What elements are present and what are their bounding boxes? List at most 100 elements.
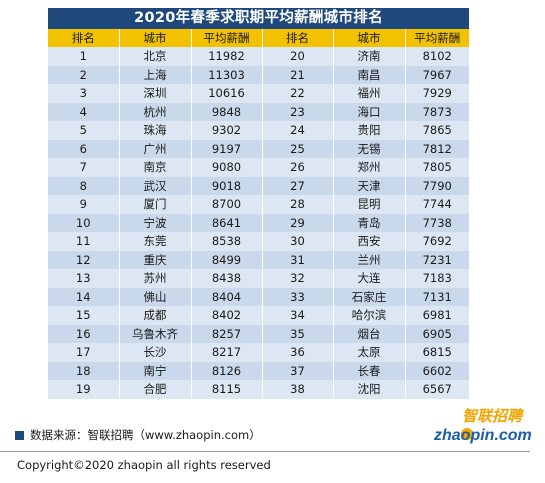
- rank-cell: 7: [48, 158, 120, 177]
- salary-cell: 6602: [405, 361, 469, 380]
- city-cell: 乌鲁木齐: [119, 324, 192, 343]
- city-cell: 成都: [119, 306, 192, 325]
- city-cell: 海口: [333, 102, 406, 121]
- table-row: 10 宁波 8641 29 青岛 7738: [48, 213, 469, 232]
- footer-divider: [0, 451, 530, 452]
- table-row: 8 武汉 9018 27 天津 7790: [48, 176, 469, 195]
- table-row: 6 广州 9197 25 无锡 7812: [48, 139, 469, 158]
- rank-cell: 20: [262, 47, 334, 66]
- salary-cell: 9848: [191, 102, 263, 121]
- table-row: 11 东莞 8538 30 西安 7692: [48, 232, 469, 251]
- rank-cell: 16: [48, 324, 120, 343]
- table-header-row: 排名 城市 平均薪酬 排名 城市 平均薪酬: [48, 29, 469, 47]
- rank-cell: 4: [48, 102, 120, 121]
- salary-cell: 7738: [405, 213, 469, 232]
- table-row: 19 合肥 8115 38 沈阳 6567: [48, 380, 469, 399]
- city-cell: 贵阳: [333, 121, 406, 140]
- source-text: 数据来源：智联招聘（www.zhaopin.com）: [30, 428, 261, 442]
- city-cell: 深圳: [119, 84, 192, 103]
- city-cell: 济南: [333, 47, 406, 66]
- city-cell: 太原: [333, 343, 406, 362]
- rank-cell: 21: [262, 65, 334, 84]
- table-row: 17 长沙 8217 36 太原 6815: [48, 343, 469, 362]
- rank-cell: 30: [262, 232, 334, 251]
- logo-cn-text: 智联招聘: [462, 408, 524, 425]
- city-cell: 南昌: [333, 65, 406, 84]
- city-cell: 佛山: [119, 287, 192, 306]
- salary-cell: 9302: [191, 121, 263, 140]
- logo-en-text: zhaopin.com: [434, 427, 532, 444]
- table-row: 14 佛山 8404 33 石家庄 7131: [48, 287, 469, 306]
- city-cell: 青岛: [333, 213, 406, 232]
- header-city: 城市: [333, 29, 406, 47]
- rank-cell: 22: [262, 84, 334, 103]
- salary-cell: 11303: [191, 65, 263, 84]
- city-cell: 北京: [119, 47, 192, 66]
- salary-cell: 6905: [405, 324, 469, 343]
- salary-cell: 8402: [191, 306, 263, 325]
- rank-cell: 25: [262, 139, 334, 158]
- salary-cell: 8499: [191, 250, 263, 269]
- data-source: 数据来源：智联招聘（www.zhaopin.com）: [15, 427, 261, 443]
- salary-cell: 8126: [191, 361, 263, 380]
- salary-cell: 7967: [405, 65, 469, 84]
- header-rank: 排名: [262, 29, 334, 47]
- salary-cell: 8217: [191, 343, 263, 362]
- salary-cell: 9018: [191, 176, 263, 195]
- salary-cell: 8404: [191, 287, 263, 306]
- rank-cell: 28: [262, 195, 334, 214]
- salary-cell: 8257: [191, 324, 263, 343]
- city-cell: 武汉: [119, 176, 192, 195]
- rank-cell: 38: [262, 380, 334, 399]
- salary-cell: 9197: [191, 139, 263, 158]
- table-row: 18 南宁 8126 37 长春 6602: [48, 361, 469, 380]
- city-cell: 长沙: [119, 343, 192, 362]
- city-cell: 上海: [119, 65, 192, 84]
- salary-cell: 7873: [405, 102, 469, 121]
- city-cell: 广州: [119, 139, 192, 158]
- table-title: 2020年春季求职期平均薪酬城市排名: [48, 8, 469, 29]
- salary-cell: 11982: [191, 47, 263, 66]
- salary-cell: 7812: [405, 139, 469, 158]
- rank-cell: 35: [262, 324, 334, 343]
- rank-cell: 13: [48, 269, 120, 288]
- rank-cell: 36: [262, 343, 334, 362]
- city-cell: 大连: [333, 269, 406, 288]
- city-cell: 长春: [333, 361, 406, 380]
- rank-cell: 33: [262, 287, 334, 306]
- table-row: 5 珠海 9302 24 贵阳 7865: [48, 121, 469, 140]
- ranking-card: 2020年春季求职期平均薪酬城市排名 排名 城市 平均薪酬 排名 城市 平均薪酬…: [48, 8, 469, 399]
- rank-cell: 5: [48, 121, 120, 140]
- rank-cell: 14: [48, 287, 120, 306]
- table-row: 13 苏州 8438 32 大连 7183: [48, 269, 469, 288]
- rank-cell: 29: [262, 213, 334, 232]
- rank-cell: 31: [262, 250, 334, 269]
- salary-cell: 7805: [405, 158, 469, 177]
- rank-cell: 32: [262, 269, 334, 288]
- salary-cell: 8115: [191, 380, 263, 399]
- rank-cell: 17: [48, 343, 120, 362]
- city-cell: 哈尔滨: [333, 306, 406, 325]
- table-row: 15 成都 8402 34 哈尔滨 6981: [48, 306, 469, 325]
- bullet-square-icon: [15, 430, 24, 440]
- rank-cell: 34: [262, 306, 334, 325]
- city-cell: 无锡: [333, 139, 406, 158]
- table-row: 12 重庆 8499 31 兰州 7231: [48, 250, 469, 269]
- table-row: 16 乌鲁木齐 8257 35 烟台 6905: [48, 324, 469, 343]
- rank-cell: 6: [48, 139, 120, 158]
- city-cell: 苏州: [119, 269, 192, 288]
- rank-cell: 15: [48, 306, 120, 325]
- city-cell: 宁波: [119, 213, 192, 232]
- salary-cell: 6981: [405, 306, 469, 325]
- city-cell: 天津: [333, 176, 406, 195]
- table-row: 4 杭州 9848 23 海口 7873: [48, 102, 469, 121]
- city-cell: 厦门: [119, 195, 192, 214]
- copyright-text: Copyright©2020 zhaopin all rights reserv…: [17, 458, 271, 472]
- city-cell: 烟台: [333, 324, 406, 343]
- city-cell: 东莞: [119, 232, 192, 251]
- salary-cell: 7231: [405, 250, 469, 269]
- rank-cell: 24: [262, 121, 334, 140]
- salary-cell: 6815: [405, 343, 469, 362]
- city-cell: 昆明: [333, 195, 406, 214]
- salary-cell: 10616: [191, 84, 263, 103]
